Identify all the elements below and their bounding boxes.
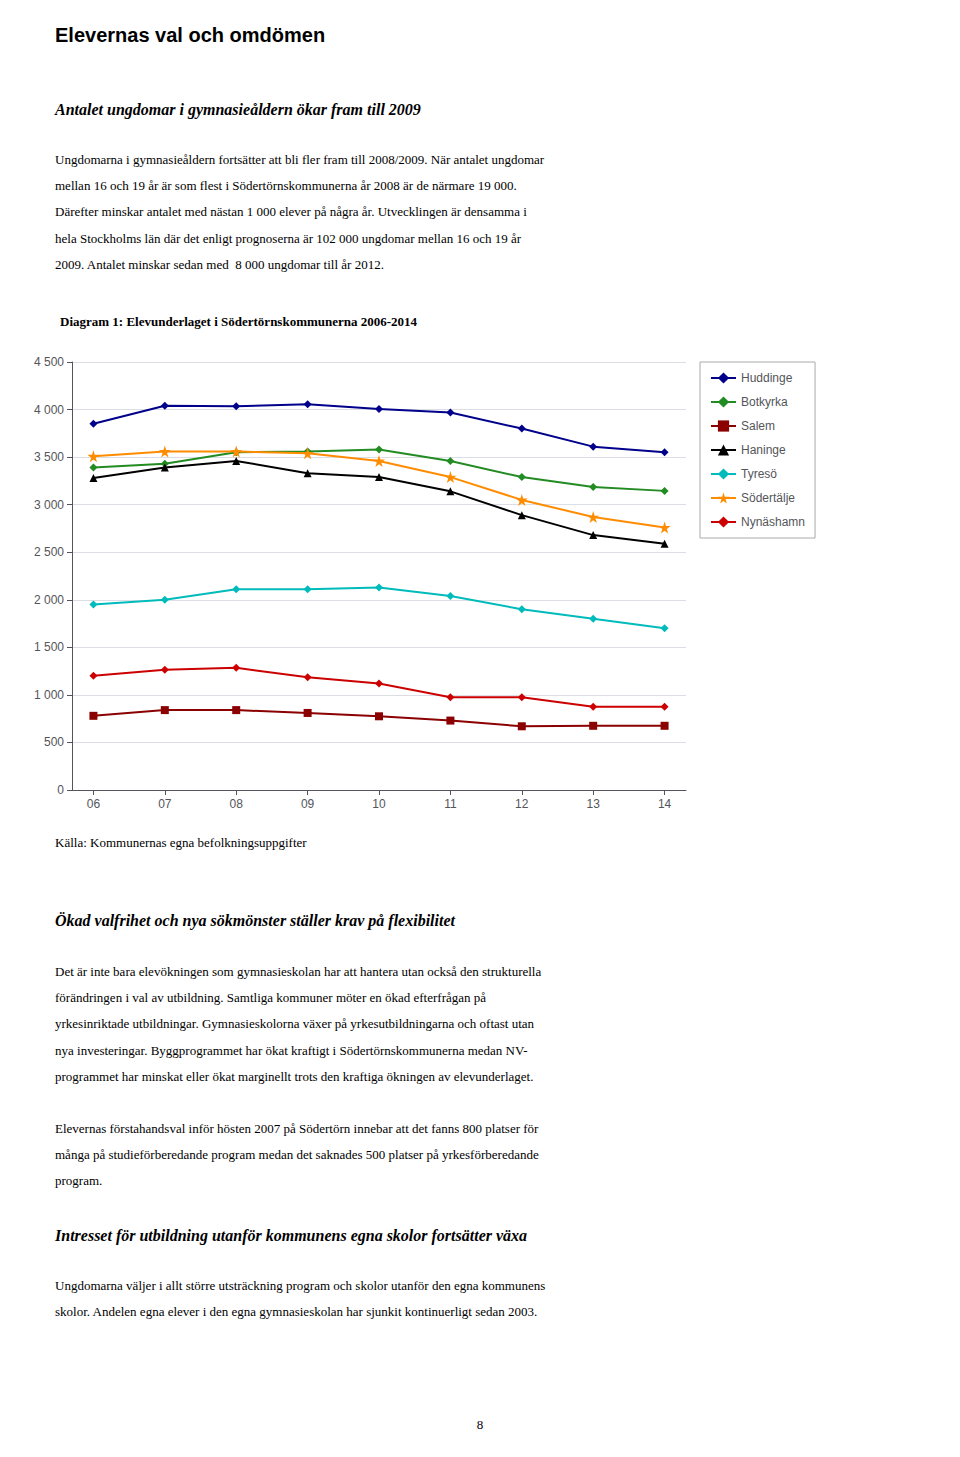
svg-text:2 500: 2 500 [34, 545, 64, 559]
svg-text:förändringen i val av utbildni: förändringen i val av utbildning. Samtli… [55, 990, 486, 1005]
svg-text:0: 0 [57, 783, 64, 797]
svg-text:Södertälje: Södertälje [741, 491, 795, 505]
svg-text:3 500: 3 500 [34, 450, 64, 464]
svg-text:Därefter minskar antalet med n: Därefter minskar antalet med nästan 1 00… [55, 204, 527, 219]
svg-text:programmet har minskat eller ö: programmet har minskat eller ökat margin… [55, 1069, 533, 1084]
svg-text:3 000: 3 000 [34, 498, 64, 512]
svg-text:500: 500 [44, 735, 64, 749]
svg-text:4 000: 4 000 [34, 403, 64, 417]
svg-text:Ökad valfrihet och nya sökmöns: Ökad valfrihet och nya sökmönster ställe… [55, 912, 456, 930]
svg-text:Haninge: Haninge [741, 443, 786, 457]
svg-text:06: 06 [87, 797, 101, 811]
svg-text:10: 10 [372, 797, 386, 811]
svg-text:program.: program. [55, 1173, 102, 1188]
svg-text:Antalet ungdomar i gymnasieåld: Antalet ungdomar i gymnasieåldern ökar f… [54, 101, 421, 119]
svg-text:nya investeringar. Byggprogram: nya investeringar. Byggprogrammet har ök… [55, 1043, 527, 1058]
svg-text:Det är inte bara elevökningen: Det är inte bara elevökningen som gymnas… [55, 964, 541, 979]
svg-text:många på studieförberedande pr: många på studieförberedande program meda… [55, 1147, 539, 1162]
svg-text:11: 11 [444, 797, 457, 811]
svg-text:4 500: 4 500 [34, 355, 64, 369]
svg-text:yrkesinriktade utbildningar. G: yrkesinriktade utbildningar. Gymnasiesko… [55, 1016, 535, 1031]
svg-text:Salem: Salem [741, 419, 775, 433]
svg-text:Diagram 1: Elevunderlaget i Sö: Diagram 1: Elevunderlaget i Södertörnsko… [60, 314, 418, 329]
svg-text:14: 14 [658, 797, 672, 811]
svg-text:07: 07 [158, 797, 172, 811]
svg-text:08: 08 [230, 797, 244, 811]
svg-text:Källa: Kommunernas egna befolk: Källa: Kommunernas egna befolkningsuppgi… [55, 835, 307, 850]
svg-text:2 000: 2 000 [34, 593, 64, 607]
svg-text:Nynäshamn: Nynäshamn [741, 515, 805, 529]
svg-text:2009. Antalet minskar sedan me: 2009. Antalet minskar sedan med 8 000 un… [55, 257, 384, 272]
svg-text:mellan 16 och 19 år är som fle: mellan 16 och 19 år är som flest i Söder… [55, 178, 517, 193]
svg-text:Intresset för utbildning utanf: Intresset för utbildning utanför kommune… [54, 1227, 527, 1245]
svg-text:8: 8 [477, 1417, 484, 1432]
svg-text:Ungdomarna väljer i allt störr: Ungdomarna väljer i allt större utsträck… [55, 1278, 545, 1293]
svg-text:Elevernas val och omdömen: Elevernas val och omdömen [55, 24, 325, 46]
svg-text:1 000: 1 000 [34, 688, 64, 702]
svg-text:09: 09 [301, 797, 315, 811]
svg-text:12: 12 [515, 797, 529, 811]
svg-text:1 500: 1 500 [34, 640, 64, 654]
svg-text:Botkyrka: Botkyrka [741, 395, 788, 409]
svg-text:Ungdomarna i gymnasieåldern fo: Ungdomarna i gymnasieåldern fortsätter a… [55, 152, 545, 167]
svg-text:Huddinge: Huddinge [741, 371, 793, 385]
svg-text:Elevernas förstahandsval inför: Elevernas förstahandsval inför hösten 20… [55, 1121, 539, 1136]
svg-text:13: 13 [587, 797, 601, 811]
svg-text:Tyresö: Tyresö [741, 467, 777, 481]
svg-text:hela Stockholms län där det en: hela Stockholms län där det enligt progn… [55, 231, 522, 246]
svg-text:skolor. Andelen egna elever i: skolor. Andelen egna elever i den egna g… [55, 1304, 537, 1319]
